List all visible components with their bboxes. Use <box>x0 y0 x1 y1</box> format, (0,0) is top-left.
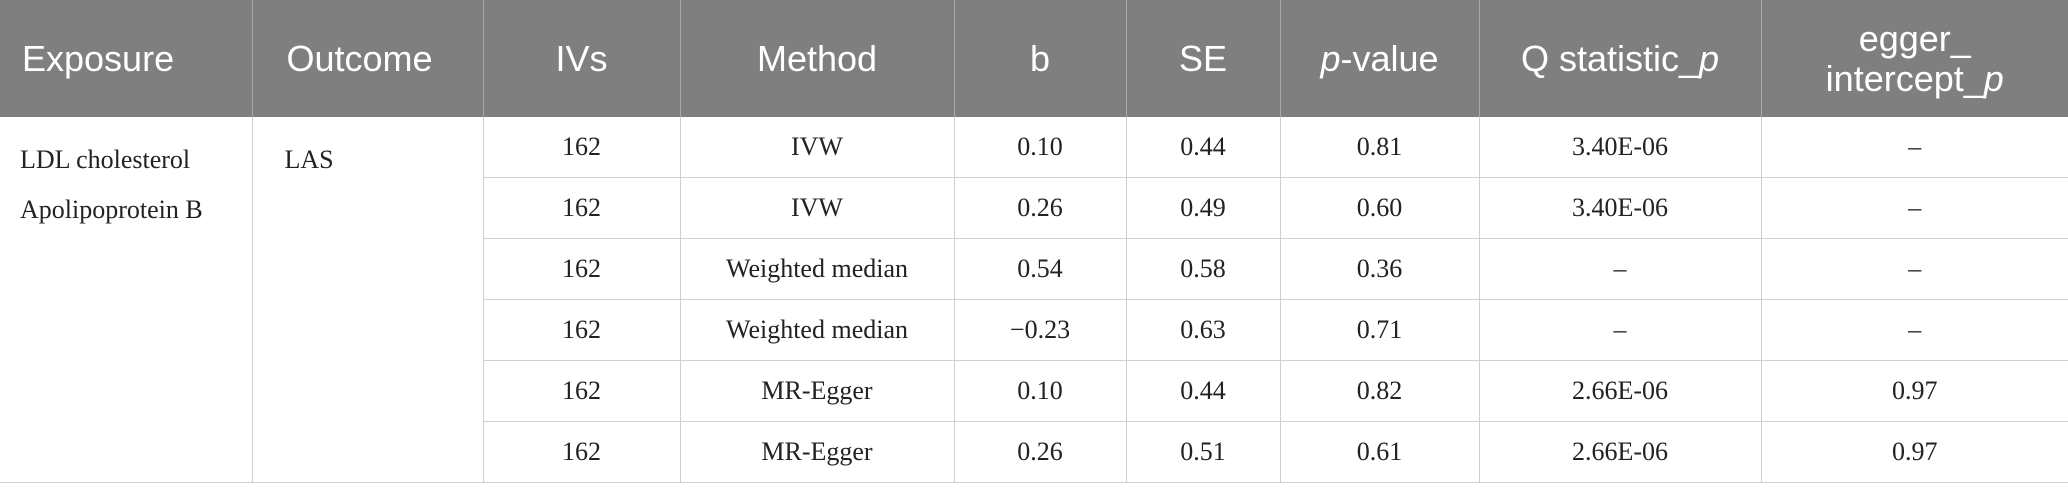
ivs-cell: 162 <box>482 360 680 422</box>
header-q-statistic-italic: p <box>1699 37 1720 79</box>
table-row: LDL cholesterol Apolipoprotein B LAS 162… <box>0 117 2068 483</box>
header-q-statistic: Q statistic_p <box>1478 0 1761 117</box>
egger-intercept-cell: – <box>1760 299 2068 361</box>
b-cell: 0.54 <box>953 238 1126 300</box>
q-statistic-cell: 3.40E-06 <box>1478 177 1761 239</box>
egger-intercept-cell: 0.97 <box>1760 360 2068 422</box>
table-header: Exposure Outcome IVs Method b SE p-value… <box>0 0 2068 117</box>
egger-intercept-cell: – <box>1760 238 2068 300</box>
q-statistic-cell: 3.40E-06 <box>1478 117 1761 178</box>
table-row: 162 Weighted median −0.23 0.63 0.71 – – <box>0 299 2068 361</box>
se-cell: 0.49 <box>1125 177 1280 239</box>
header-outcome: Outcome <box>251 0 483 117</box>
exposure-ldl-cholesterol: LDL cholesterol <box>20 145 191 174</box>
p-value-cell: 0.36 <box>1279 238 1479 300</box>
header-exposure: Exposure <box>22 37 175 79</box>
table-body: LDL cholesterol Apolipoprotein B LAS 162… <box>0 117 2068 483</box>
header-egger-line2-italic: p <box>1983 57 2004 99</box>
p-value-cell: 0.82 <box>1279 360 1479 422</box>
header-p-value: p-value <box>1279 0 1479 117</box>
header-row: Exposure Outcome IVs Method b SE p-value… <box>0 0 2068 117</box>
header-p-value-italic: p <box>1320 37 1341 79</box>
q-statistic-cell: 2.66E-06 <box>1478 360 1761 422</box>
b-cell: −0.23 <box>953 299 1126 361</box>
ivs-cell: 162 <box>482 117 680 178</box>
ivs-cell: 162 <box>482 238 680 300</box>
header-q-statistic-main: Q statistic_ <box>1520 37 1700 79</box>
header-ivs: IVs <box>482 0 680 117</box>
b-cell: 0.26 <box>953 421 1126 483</box>
b-cell: 0.26 <box>953 177 1126 239</box>
header-egger-line2-main: intercept_ <box>1825 57 1984 99</box>
table-row: 162 MR-Egger 0.26 0.51 0.61 2.66E-06 0.9… <box>0 421 2068 483</box>
results-table: Exposure Outcome IVs Method b SE p-value… <box>0 0 2068 483</box>
egger-intercept-cell: – <box>1760 117 2068 178</box>
header-method: Method <box>679 0 954 117</box>
q-statistic-cell: – <box>1478 238 1761 300</box>
exposure-apolipoprotein-b: Apolipoprotein B <box>20 195 203 224</box>
se-cell: 0.44 <box>1125 117 1280 178</box>
method-cell: IVW <box>679 177 954 239</box>
se-cell: 0.58 <box>1125 238 1280 300</box>
se-cell: 0.63 <box>1125 299 1280 361</box>
p-value-cell: 0.71 <box>1279 299 1479 361</box>
q-statistic-cell: – <box>1478 299 1761 361</box>
header-se: SE <box>1125 0 1280 117</box>
p-value-cell: 0.61 <box>1279 421 1479 483</box>
table-row: 162 MR-Egger 0.10 0.44 0.82 2.66E-06 0.9… <box>0 360 2068 422</box>
table-row: 162 Weighted median 0.54 0.58 0.36 – – <box>0 238 2068 300</box>
ivs-cell: 162 <box>482 177 680 239</box>
p-value-cell: 0.81 <box>1279 117 1479 178</box>
b-cell: 0.10 <box>953 117 1126 178</box>
method-cell: Weighted median <box>679 299 954 361</box>
header-p-value-rest: -value <box>1340 37 1439 79</box>
p-value-cell: 0.60 <box>1279 177 1479 239</box>
method-cell: MR-Egger <box>679 421 954 483</box>
outcome-cell: LAS <box>251 117 483 483</box>
method-cell: MR-Egger <box>679 360 954 422</box>
ivs-cell: 162 <box>482 299 680 361</box>
ivs-cell: 162 <box>482 421 680 483</box>
header-egger-intercept: egger_ intercept_p <box>1760 0 2068 117</box>
se-cell: 0.44 <box>1125 360 1280 422</box>
q-statistic-cell: 2.66E-06 <box>1478 421 1761 483</box>
b-cell: 0.10 <box>953 360 1126 422</box>
header-b: b <box>953 0 1126 117</box>
egger-intercept-cell: – <box>1760 177 2068 239</box>
method-cell: IVW <box>679 117 954 178</box>
method-cell: Weighted median <box>679 238 954 300</box>
se-cell: 0.51 <box>1125 421 1280 483</box>
header-egger-line1: egger_ <box>1858 17 1971 59</box>
egger-intercept-cell: 0.97 <box>1760 421 2068 483</box>
table-row: 162 IVW 0.26 0.49 0.60 3.40E-06 – <box>0 177 2068 239</box>
exposure-cell: LDL cholesterol Apolipoprotein B <box>0 117 252 483</box>
